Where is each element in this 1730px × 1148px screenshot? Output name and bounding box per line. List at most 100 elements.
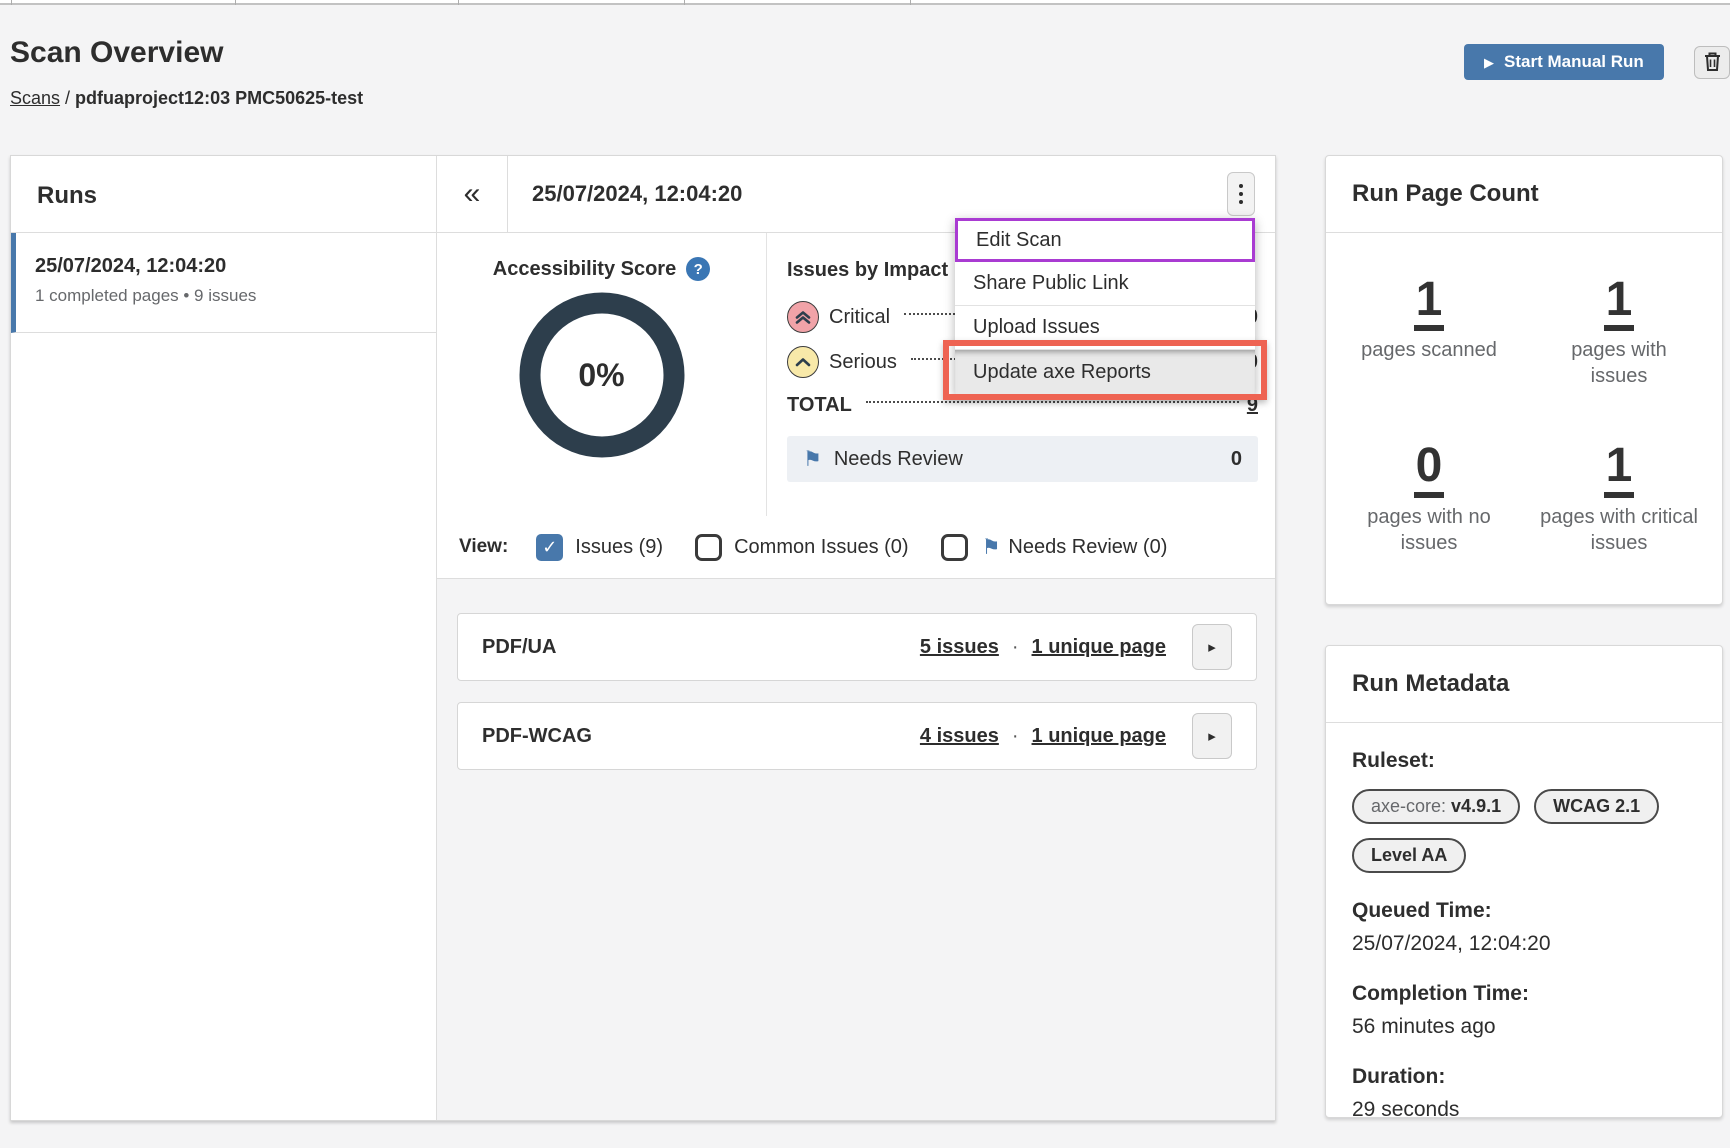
- tab-divider: [235, 0, 236, 5]
- flag-icon: ⚑: [981, 535, 1001, 559]
- menu-item-share-public-link[interactable]: Share Public Link: [955, 262, 1255, 306]
- run-detail-header: « 25/07/2024, 12:04:20: [437, 156, 1275, 233]
- breadcrumb-current: pdfuaproject12:03 PMC50625-test: [75, 88, 364, 108]
- total-label: TOTAL: [787, 393, 852, 416]
- view-option-label: Issues (9): [575, 535, 664, 558]
- pill-wcag: WCAG 2.1: [1534, 789, 1660, 824]
- start-manual-run-button[interactable]: ▶ Start Manual Run: [1464, 44, 1664, 80]
- view-option-needs-review[interactable]: ⚑ Needs Review (0): [940, 533, 1168, 561]
- impact-row-total: TOTAL 9: [787, 390, 1258, 420]
- group-name: PDF/UA: [482, 635, 557, 658]
- stat-label: pages with no issues: [1367, 505, 1491, 554]
- view-option-label: Common Issues (0): [734, 535, 909, 558]
- stat-label: pages with issues: [1571, 339, 1667, 388]
- serious-label: Serious: [829, 350, 897, 373]
- view-label: View:: [459, 536, 509, 557]
- view-option-common-issues[interactable]: Common Issues (0): [695, 533, 909, 561]
- tab-divider: [910, 0, 911, 5]
- stat-value-link[interactable]: 1: [1603, 441, 1635, 498]
- stat-value-link[interactable]: 1: [1603, 274, 1635, 332]
- pill-axe-core: axe-core: v4.9.1: [1352, 789, 1521, 824]
- issues-by-impact-title: Issues by Impact: [787, 259, 949, 281]
- ruleset-pills: axe-core: v4.9.1 WCAG 2.1 Level AA: [1352, 789, 1696, 873]
- issue-group-pdfua: PDF/UA 5 issues · 1 unique page ▸: [457, 613, 1257, 681]
- run-metadata-card: Run Metadata Ruleset: axe-core: v4.9.1 W…: [1325, 645, 1723, 1121]
- run-options-context-menu: Edit Scan Share Public Link Upload Issue…: [955, 218, 1255, 394]
- needs-review-row: ⚑ Needs Review 0: [787, 436, 1258, 482]
- chevron-double-left-icon: «: [463, 177, 481, 210]
- right-sidebar: Run Page Count 1 pages scanned 1 pages w…: [1325, 155, 1723, 1121]
- trash-icon: [1703, 51, 1722, 75]
- stat-value-link[interactable]: 1: [1413, 274, 1445, 332]
- tab-divider: [458, 0, 459, 5]
- run-detail-date: 25/07/2024, 12:04:20: [532, 181, 743, 206]
- browser-tabbar-sliver: [0, 0, 1730, 5]
- breadcrumb: Scans / pdfuaproject12:03 PMC50625-test: [10, 88, 363, 109]
- collapse-runs-button[interactable]: «: [437, 156, 508, 232]
- dot-separator: ·: [1011, 724, 1019, 747]
- group-name: PDF-WCAG: [482, 724, 592, 747]
- page-title: Scan Overview: [10, 36, 224, 69]
- run-list-item-selected[interactable]: 25/07/2024, 12:04:20 1 completed pages •…: [11, 233, 436, 333]
- view-option-label: Needs Review (0): [1008, 535, 1168, 558]
- tab-divider: [11, 0, 12, 5]
- queued-time-field: Queued Time: 25/07/2024, 12:04:20: [1352, 899, 1551, 955]
- run-detail-panel: « 25/07/2024, 12:04:20 Accessibility Sco…: [437, 156, 1275, 1120]
- unique-pages-link[interactable]: 1 unique page: [1031, 724, 1166, 747]
- run-metadata-title: Run Metadata: [1326, 646, 1722, 723]
- menu-item-upload-issues[interactable]: Upload Issues: [955, 306, 1255, 350]
- needs-review-value: 0: [1230, 447, 1242, 470]
- tab-divider: [684, 0, 685, 5]
- kebab-icon: [1239, 184, 1243, 188]
- play-icon: ▶: [1484, 54, 1494, 70]
- stat-label: pages scanned: [1361, 339, 1497, 362]
- flag-icon: ⚑: [803, 447, 822, 471]
- stat-pages-scanned: 1 pages scanned: [1334, 274, 1524, 389]
- view-filter-bar: View: ✓ Issues (9) Common Issues (0) ⚑ N…: [437, 516, 1275, 579]
- dot-separator: ·: [1011, 635, 1019, 658]
- issues-count-link[interactable]: 5 issues: [919, 635, 999, 658]
- runs-panel-title: Runs: [11, 156, 436, 233]
- run-item-meta: 1 completed pages • 9 issues: [35, 286, 257, 305]
- checkbox-unchecked-icon[interactable]: [940, 533, 968, 561]
- issue-group-pdfwcag: PDF-WCAG 4 issues · 1 unique page ▸: [457, 702, 1257, 770]
- stat-pages-with-issues: 1 pages with issues: [1524, 274, 1714, 389]
- completion-time-field: Completion Time: 56 minutes ago: [1352, 982, 1529, 1038]
- ruleset-label: Ruleset:: [1352, 749, 1435, 772]
- scan-overview-card: Runs 25/07/2024, 12:04:20 1 completed pa…: [10, 155, 1276, 1121]
- critical-label: Critical: [829, 305, 891, 328]
- accessibility-score-section: Accessibility Score ? 0%: [437, 233, 767, 516]
- issue-group-list: PDF/UA 5 issues · 1 unique page ▸ PDF-WC…: [437, 579, 1275, 1120]
- expand-group-button[interactable]: ▸: [1192, 624, 1232, 670]
- help-icon[interactable]: ?: [686, 257, 711, 281]
- run-options-menu-button[interactable]: [1227, 172, 1255, 216]
- caret-right-icon: ▸: [1208, 728, 1216, 745]
- pill-level-aa: Level AA: [1352, 838, 1467, 873]
- run-page-count-card: Run Page Count 1 pages scanned 1 pages w…: [1325, 155, 1723, 605]
- start-manual-run-label: Start Manual Run: [1504, 52, 1644, 71]
- stat-pages-critical-issues: 1 pages with critical issues: [1524, 441, 1714, 555]
- view-option-issues[interactable]: ✓ Issues (9): [536, 533, 664, 561]
- accessibility-score-title: Accessibility Score: [492, 257, 677, 280]
- needs-review-label: Needs Review: [833, 447, 963, 470]
- breadcrumb-separator: /: [60, 88, 76, 108]
- runs-panel: Runs 25/07/2024, 12:04:20 1 completed pa…: [11, 156, 437, 1120]
- checkbox-unchecked-icon[interactable]: [695, 533, 723, 561]
- accessibility-score-donut: 0%: [518, 291, 686, 459]
- expand-group-button[interactable]: ▸: [1192, 713, 1232, 759]
- stat-label: pages with critical issues: [1540, 505, 1698, 554]
- duration-field: Duration: 29 seconds: [1352, 1065, 1460, 1121]
- accessibility-score-value: 0%: [578, 356, 625, 393]
- unique-pages-link[interactable]: 1 unique page: [1031, 635, 1166, 658]
- run-item-date: 25/07/2024, 12:04:20: [35, 255, 227, 277]
- delete-scan-button[interactable]: [1694, 46, 1730, 79]
- issues-count-link[interactable]: 4 issues: [919, 724, 999, 747]
- total-issues-link[interactable]: 9: [1246, 393, 1258, 416]
- checkbox-checked-icon[interactable]: ✓: [536, 533, 564, 561]
- stat-value-link[interactable]: 0: [1413, 441, 1445, 498]
- menu-item-edit-scan[interactable]: Edit Scan: [955, 218, 1255, 262]
- breadcrumb-scans-link[interactable]: Scans: [10, 88, 61, 108]
- caret-right-icon: ▸: [1208, 639, 1216, 656]
- stat-pages-no-issues: 0 pages with no issues: [1334, 441, 1524, 555]
- menu-item-update-axe-reports[interactable]: Update axe Reports: [955, 350, 1255, 394]
